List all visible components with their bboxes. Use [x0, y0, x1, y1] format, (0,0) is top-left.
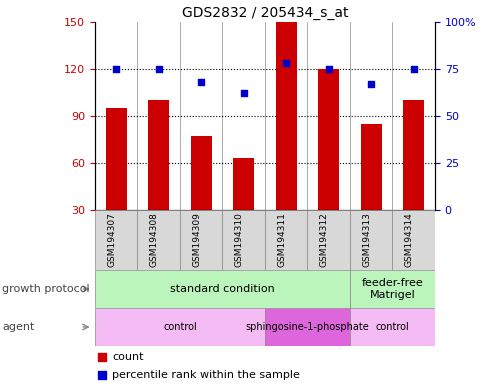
Bar [222, 210, 264, 270]
Bar [264, 308, 349, 346]
Title: GDS2832 / 205434_s_at: GDS2832 / 205434_s_at [182, 6, 348, 20]
Bar [349, 270, 434, 308]
Text: GSM194311: GSM194311 [277, 212, 286, 267]
Bar [95, 308, 264, 346]
Text: feeder-free
Matrigel: feeder-free Matrigel [361, 278, 423, 300]
Text: GSM194313: GSM194313 [362, 212, 370, 267]
Text: growth protocol: growth protocol [2, 284, 90, 294]
Text: GSM194310: GSM194310 [234, 212, 243, 267]
Point [98, 371, 106, 377]
Text: count: count [112, 352, 143, 362]
Text: GSM194308: GSM194308 [150, 212, 158, 267]
Bar [137, 210, 180, 270]
Text: GSM194312: GSM194312 [319, 212, 328, 267]
Bar [318, 69, 339, 210]
Bar [360, 124, 381, 210]
Text: control: control [163, 322, 197, 332]
Bar [148, 100, 169, 210]
Point [154, 66, 162, 72]
Text: control: control [375, 322, 408, 332]
Bar [180, 210, 222, 270]
Text: percentile rank within the sample: percentile rank within the sample [112, 369, 299, 379]
Text: GSM194309: GSM194309 [192, 212, 201, 267]
Text: GSM194307: GSM194307 [107, 212, 116, 267]
Bar [402, 100, 424, 210]
Bar [95, 210, 137, 270]
Bar [307, 210, 349, 270]
Text: agent: agent [2, 322, 35, 332]
Bar [349, 308, 434, 346]
Point [366, 81, 374, 87]
Bar [233, 158, 254, 210]
Bar [349, 210, 392, 270]
Point [197, 79, 205, 85]
Point [98, 354, 106, 360]
Text: sphingosine-1-phosphate: sphingosine-1-phosphate [245, 322, 369, 332]
Point [282, 60, 289, 66]
Point [409, 66, 417, 72]
Bar [106, 108, 127, 210]
Text: standard condition: standard condition [170, 284, 274, 294]
Bar [275, 6, 296, 210]
Bar [264, 210, 307, 270]
Point [324, 66, 332, 72]
Point [240, 90, 247, 96]
Text: GSM194314: GSM194314 [404, 212, 413, 267]
Point [112, 66, 120, 72]
Bar [95, 270, 349, 308]
Bar [392, 210, 434, 270]
Bar [190, 136, 212, 210]
